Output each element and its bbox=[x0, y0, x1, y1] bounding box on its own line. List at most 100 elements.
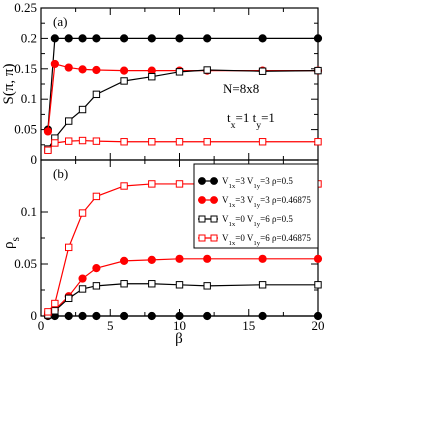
data-point bbox=[120, 311, 129, 321]
data-point bbox=[313, 311, 323, 321]
legend-label-part: 1y bbox=[253, 202, 260, 209]
data-point bbox=[258, 67, 267, 75]
x-axis-label: β bbox=[175, 331, 183, 347]
data-point bbox=[51, 299, 59, 308]
legend-label-part: =3 V bbox=[235, 195, 254, 205]
data-point bbox=[147, 311, 156, 321]
data-point bbox=[78, 105, 87, 114]
x-tick-label: 10 bbox=[173, 318, 186, 333]
y-tick-label: 0.2 bbox=[21, 30, 37, 45]
annotation-part: y bbox=[256, 120, 261, 131]
data-point bbox=[203, 66, 211, 74]
panel-b: 0 0.05 0.1 0 5 10 15 20 (b) bbox=[14, 159, 325, 333]
data-point bbox=[92, 90, 101, 99]
legend-label-part: =6 ρ=0.46875 bbox=[260, 233, 311, 243]
y-tick-label: 0.15 bbox=[14, 61, 37, 76]
annotation-part: t bbox=[227, 110, 231, 125]
y-tick-label: 0.05 bbox=[14, 256, 37, 271]
legend-label-part: 1y bbox=[253, 183, 260, 190]
legend-label: V1x=0 V1y=6 ρ=0.46875 bbox=[222, 233, 311, 247]
data-point bbox=[65, 117, 73, 125]
legend-label-part: 1y bbox=[253, 221, 260, 228]
data-point bbox=[314, 138, 322, 146]
y-tick-label: 0.05 bbox=[14, 122, 37, 137]
data-point bbox=[175, 68, 184, 76]
data-point bbox=[175, 180, 184, 188]
annotation-part: =1 bbox=[261, 110, 275, 125]
legend-marker bbox=[198, 177, 206, 185]
legend-label-part: 1x bbox=[229, 202, 236, 209]
legend-label-part: V bbox=[222, 195, 229, 205]
annotation-part: x bbox=[231, 120, 236, 131]
x-tick-label: 15 bbox=[242, 318, 255, 333]
y-tick-label: 0 bbox=[31, 152, 38, 167]
legend-marker bbox=[210, 177, 218, 185]
legend-label: V1x=3 V1y=3 ρ=0.46875 bbox=[222, 195, 311, 209]
annotation: tx=1 ty=1 bbox=[227, 110, 275, 131]
legend-label-part: =6 ρ=0.5 bbox=[260, 214, 293, 224]
data-point bbox=[175, 311, 184, 321]
y-axis-label: ρs bbox=[1, 237, 22, 249]
data-point bbox=[148, 180, 156, 188]
data-point bbox=[175, 254, 184, 263]
data-point bbox=[147, 34, 156, 43]
x-tick-label: 5 bbox=[107, 318, 114, 333]
legend-label-part: =3 V bbox=[235, 176, 254, 186]
data-point bbox=[203, 254, 212, 263]
legend-label-part: 1x bbox=[229, 221, 236, 228]
series-line bbox=[47, 69, 319, 150]
data-point bbox=[120, 182, 128, 190]
data-point bbox=[50, 59, 59, 69]
data-point bbox=[78, 65, 87, 74]
data-point bbox=[313, 254, 323, 263]
legend-label: V1x=3 V1y=3 ρ=0.5 bbox=[222, 176, 293, 190]
data-point bbox=[258, 254, 267, 263]
legend-label-part: 1x bbox=[229, 183, 236, 190]
series-line bbox=[47, 37, 318, 130]
legend-marker bbox=[210, 215, 218, 223]
data-point bbox=[65, 137, 73, 145]
data-point bbox=[120, 138, 128, 146]
data-point bbox=[258, 311, 267, 321]
data-point bbox=[65, 294, 73, 303]
data-point bbox=[50, 34, 59, 43]
data-point bbox=[203, 282, 211, 290]
data-point bbox=[313, 34, 323, 43]
data-point bbox=[203, 138, 211, 146]
y-tick-label: 0 bbox=[31, 308, 38, 323]
data-point bbox=[314, 66, 322, 75]
legend-label-part: 1x bbox=[229, 240, 236, 247]
x-tick-label: 20 bbox=[312, 318, 325, 333]
annotation: N=8x8 bbox=[223, 81, 259, 96]
data-point bbox=[258, 34, 267, 43]
data-point bbox=[120, 77, 128, 85]
data-point bbox=[92, 264, 101, 273]
panel-label: (b) bbox=[53, 166, 68, 181]
legend-label-part: =0 V bbox=[235, 233, 254, 243]
data-point bbox=[120, 280, 128, 288]
x-tick-label: 0 bbox=[38, 318, 45, 333]
y-tick-label: 0.1 bbox=[21, 91, 37, 106]
data-point bbox=[175, 281, 184, 289]
legend bbox=[193, 163, 319, 249]
y-axis-label-part: ρ bbox=[1, 241, 17, 249]
data-point bbox=[78, 274, 87, 283]
data-point bbox=[147, 255, 156, 264]
y-axis-label: S(π, π) bbox=[1, 64, 17, 105]
legend-marker bbox=[210, 196, 218, 204]
data-point bbox=[43, 127, 53, 136]
data-point bbox=[64, 34, 73, 43]
legend-label-part: V bbox=[222, 176, 229, 186]
data-point bbox=[175, 34, 184, 43]
data-point bbox=[314, 281, 322, 289]
data-point bbox=[148, 73, 156, 81]
data-point bbox=[148, 280, 156, 288]
y-axis-label-part: s bbox=[10, 237, 22, 241]
data-point bbox=[44, 146, 52, 154]
legend-marker bbox=[198, 196, 206, 204]
data-point bbox=[203, 34, 212, 43]
legend-marker bbox=[210, 234, 218, 242]
data-point bbox=[203, 311, 212, 321]
legend-label-part: =3 ρ=0.46875 bbox=[260, 195, 311, 205]
